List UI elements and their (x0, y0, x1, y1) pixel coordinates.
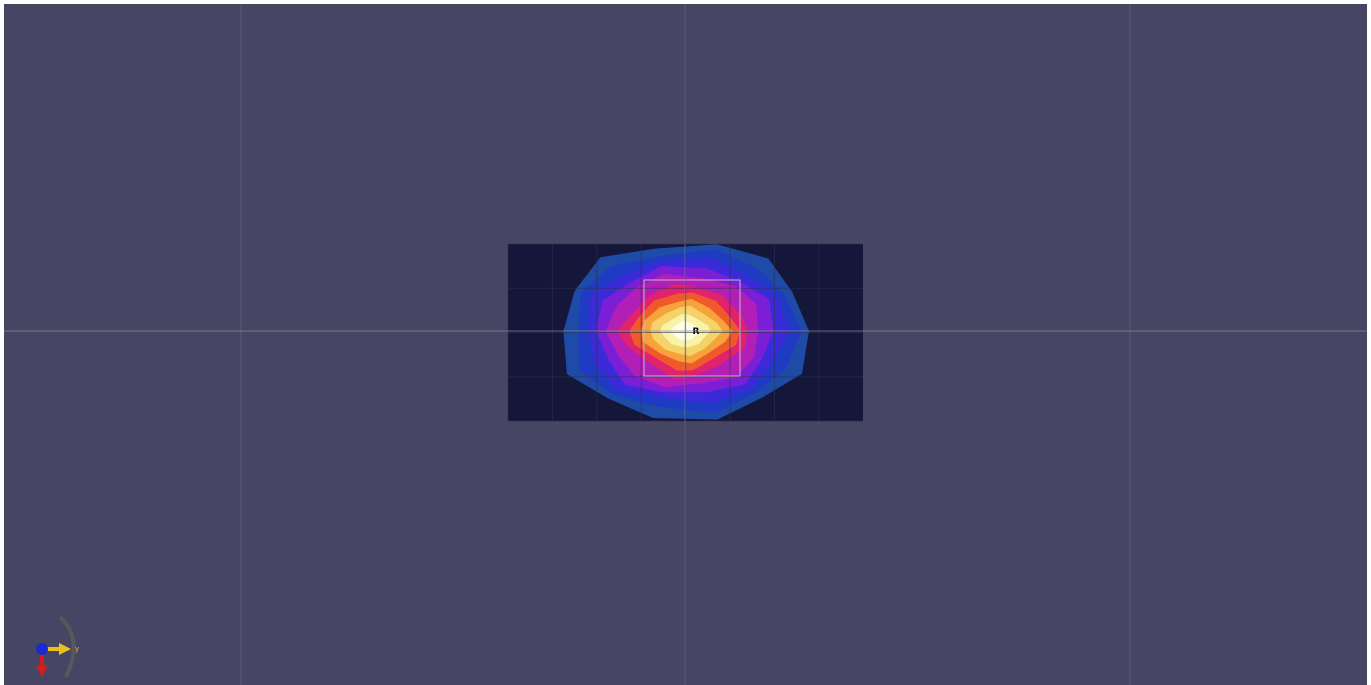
scene-canvas[interactable]: R (4, 4, 1367, 685)
y-axis-label: y (75, 645, 79, 653)
world-axes (4, 244, 1367, 421)
rotation-arc-icon (58, 615, 76, 678)
orientation-gizmo[interactable]: y (26, 611, 96, 681)
center-marker-label: R (693, 327, 700, 337)
z-axis-dot-icon (36, 643, 48, 655)
selection-box[interactable] (643, 279, 741, 377)
3d-viewport[interactable]: R y (4, 4, 1367, 685)
heatmap-plane[interactable]: R (507, 243, 863, 422)
